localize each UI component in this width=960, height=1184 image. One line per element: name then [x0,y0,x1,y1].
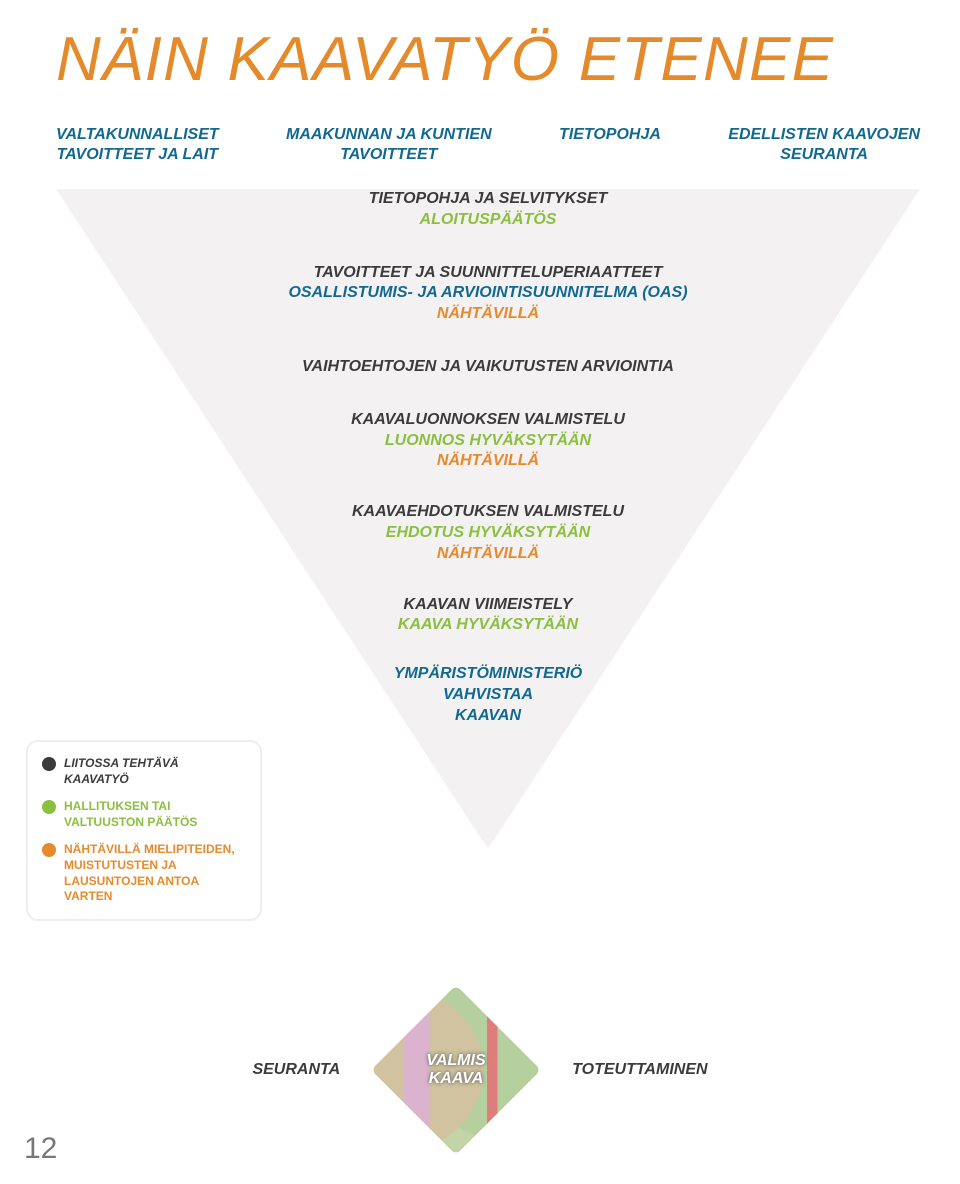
stage-2: TAVOITTEET JA SUUNNITTELUPERIAATTEETOSAL… [56,263,920,325]
legend-text-2-l2: LAUSUNTOJEN ANTOA [64,874,235,890]
stage-7: YMPÄRISTÖMINISTERIÖVAHVISTAAKAAVAN [56,664,920,726]
page-title: NÄIN KAAVATYÖ ETENEE [56,24,920,95]
legend-text-2-l3: VARTEN [64,889,235,905]
stage-6-line-1: KAAVA HYVÄKSYTÄÄN [56,615,920,636]
stage-7-line-2: KAAVAN [56,706,920,727]
legend-item-0: LIITOSSA TEHTÄVÄKAAVATYÖ [42,756,246,787]
legend-text-0-l1: KAAVATYÖ [64,772,179,788]
legend-item-2: NÄHTÄVILLÄ MIELIPITEIDEN,MUISTUTUSTEN JA… [42,842,246,904]
stage-5-line-0: KAAVAEHDOTUKSEN VALMISTELU [56,502,920,523]
stage-4: KAAVALUONNOKSEN VALMISTELULUONNOS HYVÄKS… [56,410,920,472]
top-col-0-l2: TAVOITTEET JA LAIT [56,145,219,165]
legend-text-0-l0: LIITOSSA TEHTÄVÄ [64,756,179,772]
top-col-0-l1: VALTAKUNNALLISET [56,125,219,145]
legend-text-1-l0: HALLITUKSEN TAI [64,799,197,815]
page-number: 12 [24,1132,57,1166]
top-col-1-l1: MAAKUNNAN JA KUNTIEN [286,125,492,145]
diamond-l1: VALMIS [427,1052,486,1070]
legend-dot-0 [42,757,56,771]
stage-4-line-2: NÄHTÄVILLÄ [56,451,920,472]
legend-item-1: HALLITUKSEN TAIVALTUUSTON PÄÄTÖS [42,799,246,830]
legend-text-2: NÄHTÄVILLÄ MIELIPITEIDEN,MUISTUTUSTEN JA… [64,842,235,904]
top-columns: VALTAKUNNALLISET TAVOITTEET JA LAIT MAAK… [56,125,920,165]
legend-text-1-l1: VALTUUSTON PÄÄTÖS [64,815,197,831]
stage-5-line-2: NÄHTÄVILLÄ [56,544,920,565]
top-col-1: MAAKUNNAN JA KUNTIEN TAVOITTEET [286,125,492,165]
legend-text-2-l0: NÄHTÄVILLÄ MIELIPITEIDEN, [64,842,235,858]
stage-2-line-2: NÄHTÄVILLÄ [56,304,920,325]
legend-dot-1 [42,800,56,814]
stage-1-line-1: ALOITUSPÄÄTÖS [56,210,920,231]
bottom-left-label: SEURANTA [252,1061,340,1079]
legend-box: LIITOSSA TEHTÄVÄKAAVATYÖHALLITUKSEN TAIV… [26,740,262,921]
bottom-row: SEURANTA VALMIS KAAVA TOTEUTTAMINEN [0,1010,960,1130]
stage-5: KAAVAEHDOTUKSEN VALMISTELUEHDOTUS HYVÄKS… [56,502,920,564]
top-col-2-l1: TIETOPOHJA [559,125,661,145]
stage-2-line-0: TAVOITTEET JA SUUNNITTELUPERIAATTEET [56,263,920,284]
top-col-3-l2: SEURANTA [728,145,920,165]
bottom-right-label: TOTEUTTAMINEN [572,1061,707,1079]
stage-1-line-0: TIETOPOHJA JA SELVITYKSET [56,189,920,210]
stage-3: VAIHTOEHTOJEN JA VAIKUTUSTEN ARVIOINTIA [56,357,920,378]
top-col-2: TIETOPOHJA [559,125,661,165]
stage-4-line-0: KAAVALUONNOKSEN VALMISTELU [56,410,920,431]
legend-text-2-l1: MUISTUTUSTEN JA [64,858,235,874]
top-col-1-l2: TAVOITTEET [286,145,492,165]
stage-4-line-1: LUONNOS HYVÄKSYTÄÄN [56,431,920,452]
diamond-label: VALMIS KAAVA [427,1052,486,1088]
diamond-l2: KAAVA [427,1070,486,1088]
stage-5-line-1: EHDOTUS HYVÄKSYTÄÄN [56,523,920,544]
top-col-0: VALTAKUNNALLISET TAVOITTEET JA LAIT [56,125,219,165]
stage-2-line-1: OSALLISTUMIS- JA ARVIOINTISUUNNITELMA (O… [56,283,920,304]
legend-dot-2 [42,843,56,857]
stage-1: TIETOPOHJA JA SELVITYKSETALOITUSPÄÄTÖS [56,189,920,231]
top-col-3-l1: EDELLISTEN KAAVOJEN [728,125,920,145]
stage-6-line-0: KAAVAN VIIMEISTELY [56,595,920,616]
legend-text-1: HALLITUKSEN TAIVALTUUSTON PÄÄTÖS [64,799,197,830]
top-col-3: EDELLISTEN KAAVOJEN SEURANTA [728,125,920,165]
diamond-map-icon: VALMIS KAAVA [371,985,541,1155]
stage-6: KAAVAN VIIMEISTELYKAAVA HYVÄKSYTÄÄN [56,595,920,637]
legend-text-0: LIITOSSA TEHTÄVÄKAAVATYÖ [64,756,179,787]
stage-7-line-1: VAHVISTAA [56,685,920,706]
stage-7-line-0: YMPÄRISTÖMINISTERIÖ [56,664,920,685]
stage-3-line-0: VAIHTOEHTOJEN JA VAIKUTUSTEN ARVIOINTIA [56,357,920,378]
